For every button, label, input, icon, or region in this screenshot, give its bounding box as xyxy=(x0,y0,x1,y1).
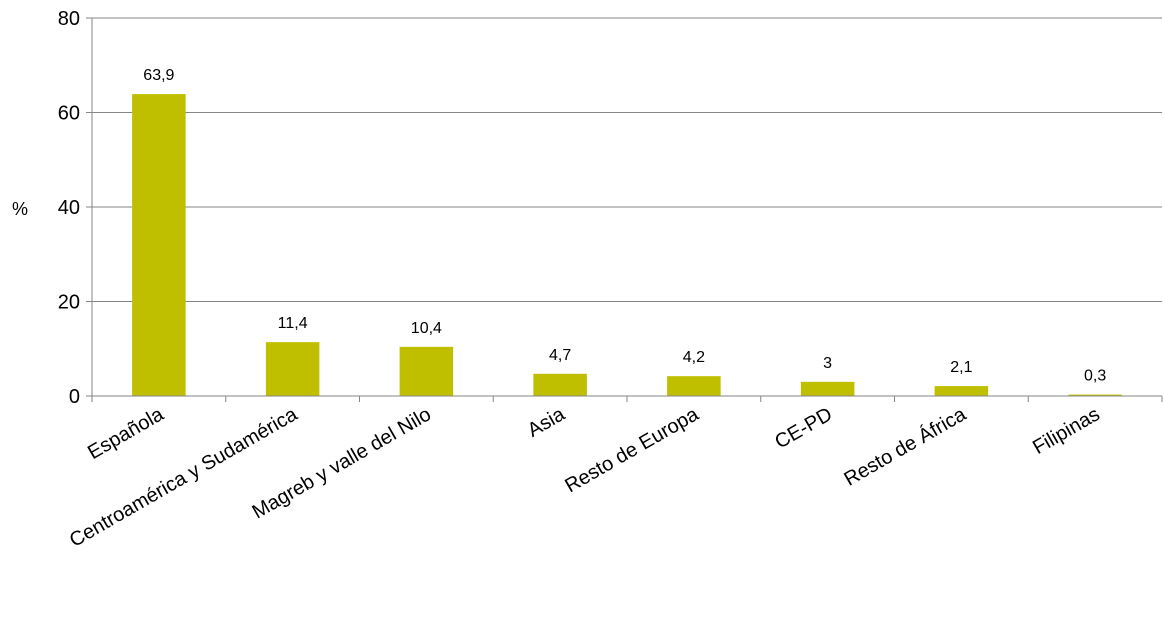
bar xyxy=(1068,394,1122,396)
y-tick-label: 0 xyxy=(69,386,80,408)
bars xyxy=(132,94,1122,396)
axes xyxy=(86,17,1163,402)
y-tick-label: 20 xyxy=(58,292,80,314)
y-axis-title: % xyxy=(12,199,28,219)
data-label: 4,7 xyxy=(549,347,571,364)
x-tick-label: Asia xyxy=(524,403,569,442)
bar xyxy=(399,346,454,396)
bar xyxy=(800,381,855,396)
x-tick-label: Resto de África xyxy=(840,402,971,491)
x-tick-label: Filipinas xyxy=(1029,403,1104,459)
x-tick-label: Centroamérica y Sudamérica xyxy=(66,403,302,552)
data-label: 63,9 xyxy=(143,67,174,84)
gridlines xyxy=(92,17,1162,302)
bar xyxy=(265,342,320,396)
data-label: 3 xyxy=(823,355,832,372)
y-tick-label: 60 xyxy=(58,103,80,125)
bar xyxy=(667,376,721,396)
bar xyxy=(533,373,587,396)
x-tick-label: CE-PD xyxy=(771,403,836,453)
data-label: 10,4 xyxy=(411,320,442,337)
data-label: 2,1 xyxy=(950,359,972,376)
data-label: 4,2 xyxy=(683,349,705,366)
y-tick-label: 80 xyxy=(58,8,80,30)
bar xyxy=(132,94,186,396)
x-tick-label: Resto de Europa xyxy=(561,403,703,498)
x-tick-label: Española xyxy=(84,403,168,464)
data-label: 11,4 xyxy=(278,315,308,332)
data-label: 0,3 xyxy=(1084,368,1106,385)
y-tick-label: 40 xyxy=(58,197,80,219)
labels: 0 20 40 60 80 63,9 Española 11,4 Centroamérica y… xyxy=(58,8,1107,552)
bar xyxy=(934,386,989,396)
